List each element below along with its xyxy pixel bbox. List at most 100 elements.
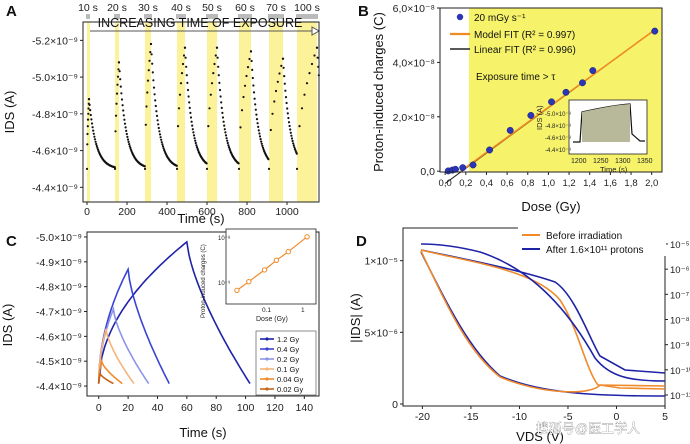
data-point [237, 167, 241, 170]
data-point [88, 103, 91, 106]
y-tick-label: -4.5×10⁻⁹ [36, 356, 82, 368]
data-point [195, 144, 198, 147]
x-tick-label: 0,2 [459, 178, 472, 189]
data-point [143, 165, 146, 168]
data-point [86, 143, 89, 146]
data-point [177, 107, 181, 110]
data-point [205, 162, 208, 165]
exposure-band [115, 22, 119, 202]
data-point [144, 123, 147, 126]
data-point [283, 82, 286, 85]
exposure-label: 60 s [235, 2, 255, 14]
data-point [145, 105, 148, 108]
right-y-tick-label: 10⁻⁷ [670, 290, 690, 301]
data-point [305, 82, 309, 85]
dose-traces [97, 240, 251, 385]
legend-marker-icon [265, 387, 269, 391]
data-point [113, 167, 117, 170]
data-point [193, 137, 196, 140]
data-point [113, 166, 116, 169]
data-point [223, 124, 226, 127]
data-point [86, 118, 90, 121]
data-point [208, 107, 211, 110]
data-point [252, 84, 255, 87]
inset-xtick: 1300 [615, 158, 631, 165]
data-point [92, 129, 95, 132]
data-point [90, 122, 94, 125]
x-tick-label: 600 [198, 206, 216, 218]
d-ticks: -20 -15 -10 -5 0 5 0 5×10⁻⁶ 1×10⁻⁵ 10⁻⁵ 10⁻⁶ 10⁻⁷ 10… [364, 240, 690, 423]
panel-b: B 0,0 0,2 0,4 0,6 0,8 1,0 1,2 1,4 1,6 1,8 2,0 0,0 2,… [358, 3, 663, 214]
data-point [280, 64, 283, 67]
data-point [239, 126, 242, 129]
y-tick-label: 4,0×10⁻⁸ [393, 57, 435, 69]
data-point [152, 79, 155, 82]
legend-item: 0.2 Gy [277, 355, 299, 364]
x-tick-label: 2,0 [645, 178, 658, 189]
plot-frame-c [86, 231, 320, 397]
y-tick-label: -4.6×10⁻⁹ [36, 331, 82, 343]
exposure-tab [296, 14, 318, 19]
data-point [160, 141, 163, 144]
x-tick-label: 140 [296, 402, 314, 414]
x-tick-label: 1,4 [583, 178, 596, 189]
data-point [209, 93, 212, 96]
exposure-time-labels: 10 s 20 s 30 s 40 s 50 s 60 s 70 s 100 s [78, 2, 320, 19]
exposure-label: 40 s [171, 2, 191, 14]
data-point [283, 75, 286, 78]
inset-points [234, 234, 310, 294]
data-point [182, 54, 186, 57]
y-tick-label: -4.8×10⁻⁹ [32, 109, 78, 121]
exposure-bands [87, 22, 317, 202]
data-point [155, 114, 159, 117]
series-line [97, 373, 114, 385]
data-point [221, 111, 224, 114]
inset-ylabel: IDS (A) [535, 105, 544, 130]
data-point [155, 110, 158, 113]
data-point [183, 46, 187, 49]
data-point [257, 129, 260, 132]
data-point [149, 42, 153, 46]
data-point [251, 68, 254, 71]
right-y-tick-label: 10⁻¹⁰ [670, 366, 690, 377]
inset-point [273, 257, 280, 263]
x-tick-label: 1,0 [542, 178, 555, 189]
x-tick-label: 1,6 [604, 178, 617, 189]
data-point [527, 111, 535, 119]
data-point [91, 126, 94, 129]
data-point [123, 118, 126, 121]
data-point [258, 135, 262, 138]
data-point [89, 113, 92, 117]
data-point [188, 101, 191, 104]
data-point [160, 138, 163, 141]
data-point [254, 103, 257, 106]
data-point [86, 125, 89, 128]
watermark: 搜狐号@医工学人 [536, 421, 640, 436]
x-tick-label: 100 [237, 402, 255, 414]
inset-xlabel: Time (s) [600, 165, 628, 174]
data-point [175, 167, 179, 170]
data-point [121, 104, 124, 107]
data-point [506, 126, 514, 134]
data-point [316, 56, 319, 59]
data-point [242, 95, 245, 99]
x-axis-label: Time (s) [177, 211, 224, 226]
x-tick-label: 0,6 [501, 178, 514, 189]
series-before-lin [420, 250, 666, 393]
inset-point [261, 267, 268, 273]
data-point [147, 69, 150, 72]
inset-ytick: 10⁻⁹ [218, 280, 231, 287]
data-point [175, 164, 178, 167]
data-point [245, 74, 248, 78]
data-point [92, 132, 95, 135]
legend-item: 0.04 Gy [277, 375, 304, 384]
inset-xtick: 1350 [637, 158, 653, 165]
data-point [153, 93, 156, 96]
data-point [185, 74, 188, 77]
data-point [157, 126, 160, 130]
x-axis-ticks: 0 200 400 600 800 1000 [84, 202, 299, 218]
right-y-tick-label: 10⁻¹¹ [670, 391, 690, 402]
data-point [115, 102, 118, 105]
inset-xtick: 1 [301, 307, 305, 314]
data-point [178, 93, 182, 96]
